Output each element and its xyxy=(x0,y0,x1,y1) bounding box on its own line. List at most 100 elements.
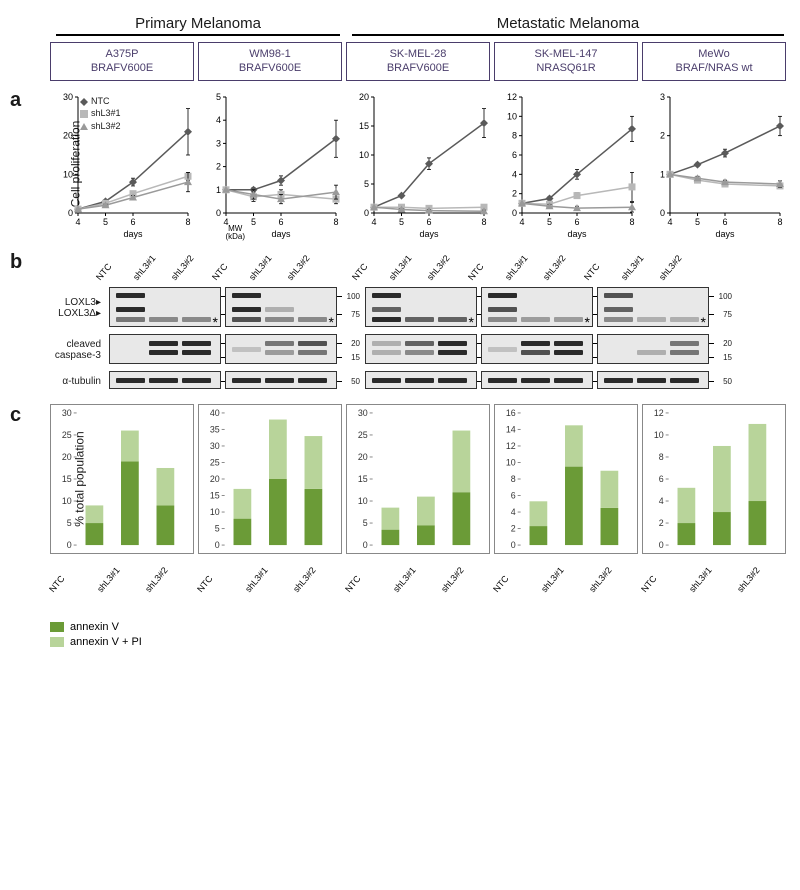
svg-text:6: 6 xyxy=(659,474,664,484)
svg-text:15: 15 xyxy=(62,474,72,484)
svg-text:0: 0 xyxy=(512,208,517,218)
panel-a-label: a xyxy=(10,89,30,112)
header-bar xyxy=(56,34,340,36)
charts-a: Cell proliferation 01020304568daysNTCshL… xyxy=(50,89,790,239)
svg-text:4: 4 xyxy=(519,217,524,227)
svg-text:8: 8 xyxy=(333,217,338,227)
svg-text:15: 15 xyxy=(358,474,368,484)
svg-text:30: 30 xyxy=(210,441,220,451)
svg-text:3: 3 xyxy=(216,138,221,148)
proliferation-chart: 0246810124568days xyxy=(494,89,638,239)
svg-text:6: 6 xyxy=(722,217,727,227)
svg-text:1: 1 xyxy=(660,169,665,179)
svg-text:10: 10 xyxy=(359,150,369,160)
svg-text:6: 6 xyxy=(426,217,431,227)
svg-text:days: days xyxy=(271,229,291,239)
svg-text:10: 10 xyxy=(654,430,664,440)
apoptosis-chart: 051015202530 xyxy=(50,404,194,554)
svg-text:days: days xyxy=(715,229,735,239)
svg-text:4: 4 xyxy=(659,496,664,506)
svg-text:15: 15 xyxy=(359,121,369,131)
svg-text:5: 5 xyxy=(363,518,368,528)
svg-text:8: 8 xyxy=(481,217,486,227)
svg-text:days: days xyxy=(419,229,439,239)
svg-text:25: 25 xyxy=(358,430,368,440)
header-metastatic-text: Metastatic Melanoma xyxy=(497,15,640,32)
header-row: Primary Melanoma Metastatic Melanoma xyxy=(50,15,790,40)
cell-labels-row: A375PBRAFV600EWM98-1BRAFV600ESK-MEL-28BR… xyxy=(50,42,790,81)
svg-text:20: 20 xyxy=(358,452,368,462)
svg-text:0: 0 xyxy=(659,540,664,550)
header-metastatic: Metastatic Melanoma xyxy=(346,15,790,40)
svg-text:4: 4 xyxy=(511,507,516,517)
svg-text:40: 40 xyxy=(210,407,220,417)
svg-text:8: 8 xyxy=(659,452,664,462)
svg-text:6: 6 xyxy=(278,217,283,227)
panel-a: a Cell proliferation 01020304568daysNTCs… xyxy=(10,89,790,239)
svg-text:2: 2 xyxy=(660,130,665,140)
panel-c-label: c xyxy=(10,404,30,427)
svg-text:20: 20 xyxy=(63,130,73,140)
svg-text:0: 0 xyxy=(364,208,369,218)
svg-text:5: 5 xyxy=(103,217,108,227)
legend-item: annexin V xyxy=(50,621,790,633)
svg-text:10: 10 xyxy=(210,507,220,517)
svg-text:5: 5 xyxy=(216,92,221,102)
header-primary: Primary Melanoma xyxy=(50,15,346,40)
svg-text:20: 20 xyxy=(359,92,369,102)
svg-text:0: 0 xyxy=(215,540,220,550)
header-primary-text: Primary Melanoma xyxy=(135,15,261,32)
svg-text:5: 5 xyxy=(67,518,72,528)
panel-b-label: b xyxy=(10,251,30,274)
proliferation-chart: 01020304568daysNTCshL3#1shL3#2 xyxy=(50,89,194,239)
svg-text:2: 2 xyxy=(216,161,221,171)
panel-c: c % total population 0510152025300510152… xyxy=(10,404,790,586)
svg-text:15: 15 xyxy=(210,490,220,500)
svg-text:0: 0 xyxy=(363,540,368,550)
cell-label: MeWoBRAF/NRAS wt xyxy=(642,42,786,81)
svg-text:5: 5 xyxy=(399,217,404,227)
svg-text:10: 10 xyxy=(358,496,368,506)
svg-text:4: 4 xyxy=(216,115,221,125)
svg-text:4: 4 xyxy=(512,169,517,179)
svg-text:8: 8 xyxy=(185,217,190,227)
svg-text:30: 30 xyxy=(63,92,73,102)
svg-text:5: 5 xyxy=(695,217,700,227)
header-bar xyxy=(352,34,784,36)
svg-text:16: 16 xyxy=(506,407,516,417)
svg-text:0: 0 xyxy=(67,540,72,550)
svg-text:days: days xyxy=(567,229,587,239)
svg-text:0: 0 xyxy=(660,208,665,218)
proliferation-chart: 0123454568days xyxy=(198,89,342,239)
apoptosis-chart: 0246810121416 xyxy=(494,404,638,554)
svg-text:0: 0 xyxy=(216,208,221,218)
svg-text:2: 2 xyxy=(512,188,517,198)
figure: Primary Melanoma Metastatic Melanoma A37… xyxy=(10,15,790,648)
cell-label: SK-MEL-28BRAFV600E xyxy=(346,42,490,81)
legend-item: annexin V + PI xyxy=(50,636,790,648)
cell-label: SK-MEL-147NRASQ61R xyxy=(494,42,638,81)
charts-c: % total population 051015202530051015202… xyxy=(50,404,790,554)
cell-label: A375PBRAFV600E xyxy=(50,42,194,81)
svg-text:5: 5 xyxy=(251,217,256,227)
svg-text:5: 5 xyxy=(547,217,552,227)
svg-text:8: 8 xyxy=(512,130,517,140)
svg-text:10: 10 xyxy=(62,496,72,506)
svg-text:8: 8 xyxy=(511,474,516,484)
svg-text:8: 8 xyxy=(629,217,634,227)
svg-text:3: 3 xyxy=(660,92,665,102)
svg-text:6: 6 xyxy=(511,490,516,500)
proliferation-chart: 01234568days xyxy=(642,89,786,239)
svg-text:2: 2 xyxy=(659,518,664,528)
svg-text:12: 12 xyxy=(507,92,517,102)
svg-text:5: 5 xyxy=(215,523,220,533)
svg-text:6: 6 xyxy=(130,217,135,227)
svg-text:10: 10 xyxy=(506,457,516,467)
svg-text:14: 14 xyxy=(506,424,516,434)
apoptosis-chart: 0 5 10 15 20 25 30 xyxy=(346,404,490,554)
svg-text:20: 20 xyxy=(62,452,72,462)
panel-b: b NTCshL3#1shL3#2MW(kDa)NTCshL3#1shL3#2N… xyxy=(10,251,790,392)
svg-text:5: 5 xyxy=(364,179,369,189)
svg-text:12: 12 xyxy=(506,441,516,451)
svg-text:30: 30 xyxy=(358,407,368,417)
